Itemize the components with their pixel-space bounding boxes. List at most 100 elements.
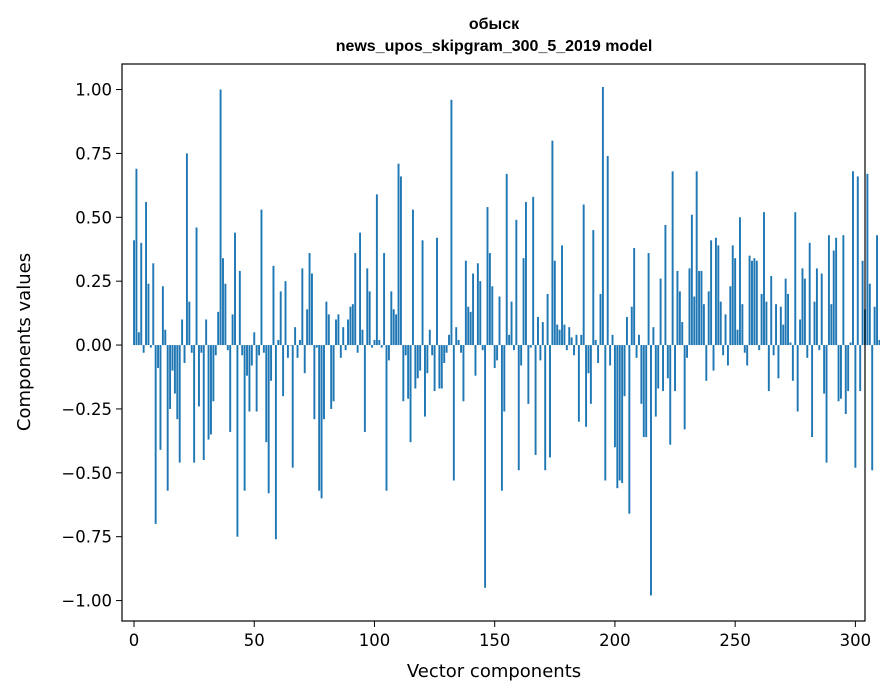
bar-27 bbox=[197, 345, 200, 407]
bar-56 bbox=[267, 345, 270, 494]
bar-85 bbox=[337, 314, 340, 346]
bar-7 bbox=[149, 345, 152, 348]
bar-12 bbox=[161, 286, 164, 346]
bar-281 bbox=[808, 242, 811, 346]
bar-25 bbox=[193, 345, 196, 463]
bar-47 bbox=[246, 345, 248, 376]
bar-185 bbox=[577, 345, 580, 422]
x-tick-label: 250 bbox=[719, 631, 751, 650]
bar-227 bbox=[678, 291, 681, 346]
bar-306 bbox=[868, 283, 871, 346]
bar-117 bbox=[414, 345, 417, 389]
bar-79 bbox=[323, 345, 325, 420]
bar-124 bbox=[431, 345, 434, 356]
bar-198 bbox=[609, 345, 612, 366]
bar-196 bbox=[604, 345, 607, 481]
bar-126 bbox=[436, 237, 438, 346]
bar-98 bbox=[368, 291, 371, 346]
bar-271 bbox=[784, 278, 787, 346]
bar-24 bbox=[190, 345, 193, 353]
bar-292 bbox=[835, 237, 838, 346]
bar-33 bbox=[212, 345, 215, 402]
bar-116 bbox=[411, 209, 414, 346]
bar-252 bbox=[739, 217, 741, 346]
bar-62 bbox=[282, 345, 285, 397]
bar-36 bbox=[219, 89, 222, 346]
bar-170 bbox=[541, 322, 544, 346]
bar-1 bbox=[135, 168, 138, 346]
bar-14 bbox=[166, 345, 169, 491]
bar-65 bbox=[289, 345, 292, 346]
x-axis-label: Vector components bbox=[407, 661, 581, 682]
bar-138 bbox=[464, 260, 467, 346]
bar-276 bbox=[796, 345, 799, 412]
bar-195 bbox=[601, 87, 604, 346]
bar-176 bbox=[556, 324, 559, 346]
bar-55 bbox=[265, 345, 268, 443]
bar-13 bbox=[164, 329, 167, 346]
bar-173 bbox=[549, 345, 551, 458]
bar-174 bbox=[551, 140, 554, 346]
bar-94 bbox=[359, 232, 362, 346]
bar-229 bbox=[683, 345, 686, 430]
bar-171 bbox=[544, 345, 547, 471]
bar-175 bbox=[553, 260, 556, 346]
bar-301 bbox=[856, 176, 859, 346]
bar-122 bbox=[426, 345, 429, 374]
bar-109 bbox=[395, 314, 398, 346]
chart-title-line2: news_upos_skipgram_300_5_2019 model bbox=[336, 38, 653, 55]
bar-212 bbox=[642, 345, 645, 438]
bar-238 bbox=[705, 345, 708, 381]
bar-205 bbox=[625, 316, 628, 346]
bar-265 bbox=[770, 276, 773, 346]
bar-202 bbox=[618, 345, 621, 481]
bar-31 bbox=[207, 345, 210, 440]
bar-253 bbox=[741, 304, 744, 346]
bar-260 bbox=[758, 345, 761, 351]
x-tick-label: 50 bbox=[244, 631, 265, 650]
bar-213 bbox=[645, 345, 648, 438]
bar-180 bbox=[565, 345, 568, 351]
bar-88 bbox=[344, 345, 347, 351]
x-axis-ticks: 0 50 100 150 200 250 300 bbox=[129, 621, 871, 650]
bar-222 bbox=[666, 345, 669, 379]
bar-34 bbox=[214, 345, 217, 356]
bar-280 bbox=[806, 345, 809, 358]
bar-235 bbox=[698, 270, 701, 346]
bar-80 bbox=[325, 301, 328, 346]
bar-103 bbox=[380, 345, 383, 348]
bar-241 bbox=[712, 345, 715, 371]
bar-61 bbox=[279, 291, 282, 346]
bar-150 bbox=[493, 345, 496, 369]
bar-206 bbox=[628, 345, 631, 514]
x-tick-label: 150 bbox=[479, 631, 511, 650]
bar-236 bbox=[700, 270, 703, 346]
bar-6 bbox=[147, 283, 150, 346]
bar-204 bbox=[623, 345, 626, 397]
bar-3 bbox=[140, 242, 143, 346]
bar-105 bbox=[385, 345, 388, 491]
bar-135 bbox=[457, 339, 460, 346]
bar-110 bbox=[397, 163, 400, 346]
bar-230 bbox=[686, 345, 689, 358]
bar-143 bbox=[476, 263, 479, 346]
bar-89 bbox=[347, 319, 349, 346]
bar-48 bbox=[248, 345, 251, 412]
bar-136 bbox=[460, 345, 462, 353]
bar-70 bbox=[301, 268, 304, 346]
bar-115 bbox=[409, 345, 412, 443]
bar-207 bbox=[630, 306, 633, 346]
bar-153 bbox=[500, 345, 503, 491]
bar-233 bbox=[693, 296, 696, 346]
bar-92 bbox=[354, 253, 357, 346]
bar-283 bbox=[813, 301, 816, 346]
bar-302 bbox=[859, 345, 862, 392]
bar-4 bbox=[142, 345, 145, 353]
bar-141 bbox=[472, 273, 475, 346]
bar-53 bbox=[260, 209, 263, 346]
bar-155 bbox=[505, 173, 508, 346]
y-tick-label: 1.00 bbox=[75, 81, 112, 100]
bar-147 bbox=[486, 207, 489, 346]
bar-76 bbox=[315, 345, 318, 348]
